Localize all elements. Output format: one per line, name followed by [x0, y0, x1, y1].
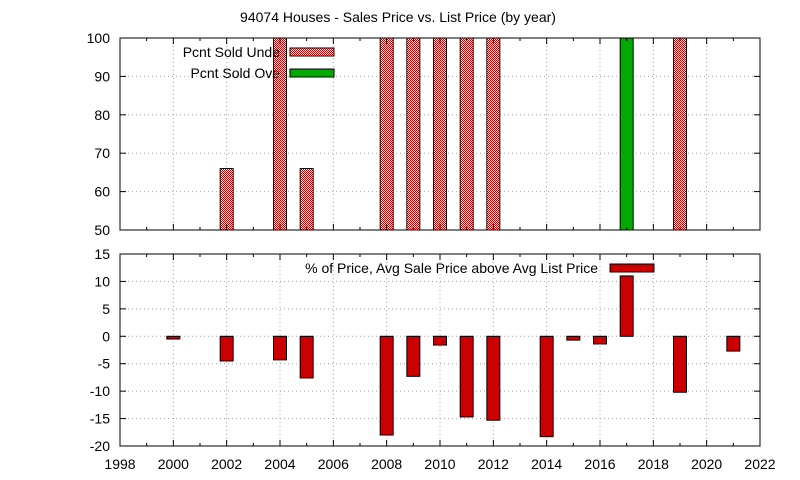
- legend-swatch: [289, 47, 335, 57]
- legend-swatch: [289, 68, 335, 78]
- y-tick-label: 0: [102, 328, 110, 344]
- y-tick-label: 90: [94, 68, 110, 84]
- bar-2010: [433, 335, 447, 346]
- bar-2014: [539, 335, 554, 438]
- bar-2008: [379, 335, 394, 436]
- bar-2019: [673, 335, 687, 393]
- bar-2015: [566, 335, 581, 341]
- x-tick-label: 2014: [531, 456, 562, 472]
- x-tick-label: 1998: [104, 456, 135, 472]
- y-tick-label: 10: [94, 273, 110, 289]
- y-tick-label: 15: [94, 246, 110, 262]
- y-tick-label: -5: [98, 356, 111, 372]
- x-tick-label: 2010: [424, 456, 455, 472]
- legend-swatch: [609, 263, 655, 273]
- x-tick-label: 2000: [158, 456, 189, 472]
- bar-2019-s0: [673, 37, 687, 231]
- chart-title: 94074 Houses - Sales Price vs. List Pric…: [240, 9, 556, 25]
- y-tick-label: 60: [94, 184, 110, 200]
- y-tick-label: 100: [87, 30, 111, 46]
- x-tick-label: 2018: [638, 456, 669, 472]
- y-tick-label: 50: [94, 222, 110, 238]
- y-tick-label: -10: [90, 383, 110, 399]
- y-tick-label: 5: [102, 301, 110, 317]
- y-tick-label: 80: [94, 107, 110, 123]
- legend-label: % of Price, Avg Sale Price above Avg Lis…: [305, 260, 598, 276]
- bar-2004: [273, 335, 287, 361]
- plot-frame: [119, 37, 761, 231]
- x-tick-label: 2016: [584, 456, 615, 472]
- x-tick-label: 2008: [371, 456, 402, 472]
- x-tick-label: 2022: [744, 456, 775, 472]
- bar-2011: [459, 335, 474, 418]
- x-tick-label: 2004: [264, 456, 295, 472]
- y-tick-label: 70: [94, 145, 110, 161]
- legend-label: Pcnt Sold Ove: [191, 65, 281, 81]
- bar-2005: [299, 335, 314, 379]
- bar-2008-s0: [379, 37, 394, 231]
- bar-2009-s0: [406, 37, 421, 231]
- bar-2010-s0: [433, 37, 447, 231]
- bar-2021: [726, 335, 741, 352]
- bar-2000: [166, 335, 181, 340]
- bar-2005-s0: [299, 168, 314, 231]
- bar-2017-s1: [619, 37, 634, 231]
- x-tick-label: 2002: [211, 456, 242, 472]
- bar-2002: [219, 335, 234, 362]
- bar-2011-s0: [459, 37, 474, 231]
- x-tick-label: 2012: [478, 456, 509, 472]
- y-tick-label: -15: [90, 411, 110, 427]
- bar-2012: [486, 335, 501, 421]
- bottom-panel: -20 -15 -10 -5 0 5 10 15 1998 2000 2002 2004 2006 200…: [90, 246, 776, 472]
- bar-2016: [593, 335, 607, 345]
- x-tick-label: 2006: [318, 456, 349, 472]
- top-panel: 50 60 70 80 90 100 Pcnt Sold Unde Pcnt Sold Ove: [87, 30, 761, 238]
- y-tick-label: -20: [90, 438, 110, 454]
- bar-2012-s0: [486, 37, 501, 231]
- legend-label: Pcnt Sold Unde: [183, 44, 280, 60]
- bar-2002-s0: [219, 168, 234, 231]
- bar-2009: [406, 335, 421, 377]
- x-tick-label: 2020: [691, 456, 722, 472]
- bar-2017: [619, 275, 634, 337]
- plot-frame: [119, 253, 761, 447]
